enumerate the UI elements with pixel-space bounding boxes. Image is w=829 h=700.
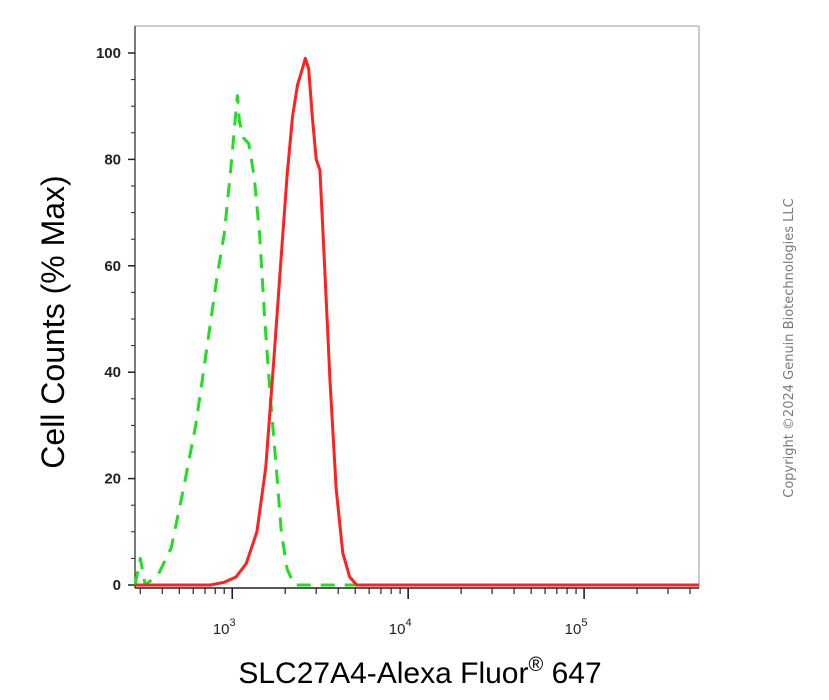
control-histogram-line <box>133 94 699 587</box>
y-tick-label: 20 <box>104 471 121 488</box>
x-axis-label-registered-mark: ® <box>529 654 544 676</box>
x-axis-ticks: 103 104 105 <box>139 588 691 638</box>
x-axis-label: SLC27A4-Alexa Fluor® 647 <box>238 654 601 690</box>
x-tick-label: 103 <box>213 617 236 638</box>
x-tick-label: 104 <box>389 617 412 638</box>
y-tick-label: 100 <box>96 45 121 62</box>
y-axis-label: Cell Counts (% Max) <box>35 175 71 468</box>
y-tick-label: 80 <box>104 151 121 168</box>
copyright-notice: Copyright ©2024 Genuin Biotechnologies L… <box>782 198 797 497</box>
y-tick-label: 40 <box>104 364 121 381</box>
y-axis-ticks: 0 20 40 60 80 100 <box>96 45 135 594</box>
sample-histogram-line <box>135 56 699 587</box>
y-tick-label: 60 <box>104 258 121 275</box>
x-tick-label: 105 <box>565 617 588 638</box>
y-tick-label: 0 <box>113 577 121 594</box>
series-layer <box>133 56 699 587</box>
x-axis-label-main: SLC27A4-Alexa Fluor <box>238 657 528 690</box>
x-axis-label-tail: 647 <box>543 657 601 690</box>
